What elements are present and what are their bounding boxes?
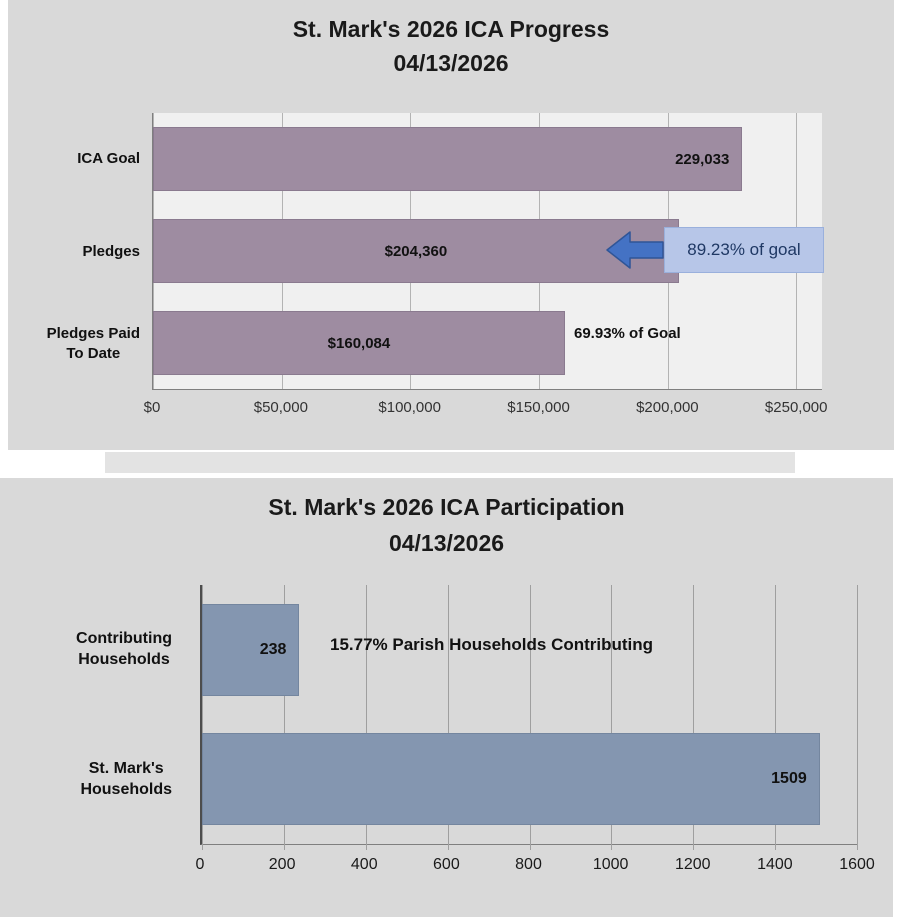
category-axis: ICA Goal Pledges Pledges Paid To Date <box>18 113 144 390</box>
category-label: Pledges <box>82 242 140 260</box>
callout-text: 89.23% of goal <box>664 227 824 273</box>
bar-row: 1509 <box>202 715 857 845</box>
ica-participation-chart: St. Mark's 2026 ICA Participation 04/13/… <box>0 478 893 917</box>
participation-percent-note: 15.77% Parish Households Contributing <box>330 635 654 654</box>
x-axis-tick-label: 200 <box>268 856 296 873</box>
bar-row: $204,360 <box>153 205 822 297</box>
chart-title: St. Mark's 2026 ICA Progress <box>292 16 610 42</box>
category-label: St. Mark's Households <box>80 760 172 798</box>
category-cell: Contributing Households <box>40 585 186 715</box>
x-axis-tick-label: 1000 <box>592 856 629 873</box>
category-cell: Pledges <box>18 205 144 297</box>
bar-rows: 238 1509 <box>202 585 857 844</box>
bar: $204,360 <box>153 219 679 283</box>
ica-progress-chart: St. Mark's 2026 ICA Progress 04/13/2026 … <box>8 0 894 450</box>
gridline <box>857 585 858 850</box>
left-arrow-icon <box>606 231 664 269</box>
gridline <box>693 585 695 850</box>
x-axis-tick-label: 600 <box>433 856 460 873</box>
x-axis-tick-label: $250,000 <box>764 399 828 416</box>
bar-row: $160,084 <box>153 297 822 389</box>
chart-subtitle: 04/13/2026 <box>388 530 505 556</box>
x-axis-tick-label: $0 <box>143 399 161 416</box>
pledges-callout: 89.23% of goal <box>606 227 824 273</box>
gridline <box>365 585 367 850</box>
x-axis-tick-label: $200,000 <box>636 399 699 416</box>
x-axis-tick-label: 800 <box>515 856 542 873</box>
x-axis-tick-label: 400 <box>350 856 378 873</box>
bar-row: 229,033 <box>153 113 822 205</box>
bar-row: 238 <box>202 585 857 715</box>
x-axis-tick-label: $100,000 <box>378 399 441 416</box>
x-axis: $0 $50,000 $100,000 $150,000 $200,000 $250,00… <box>144 399 828 419</box>
plot-area: 238 1509 <box>200 585 858 850</box>
x-axis-tick-label: 0 <box>195 856 205 873</box>
category-label: Pledges Paid To Date <box>46 325 140 362</box>
bar: 229,033 <box>153 127 743 191</box>
gridline <box>283 585 285 850</box>
gridline <box>611 585 613 850</box>
bar-value-label: $204,360 <box>384 242 448 260</box>
x-axis-tick-label: 1600 <box>839 856 875 873</box>
x-axis-tick-label: $150,000 <box>507 399 570 416</box>
category-axis: Contributing Households St. Mark's Househ… <box>40 585 186 845</box>
gridline <box>202 585 203 850</box>
x-axis-tick-label: 1400 <box>757 856 793 873</box>
bar-rows: 229,033 $204,360 $160,084 <box>153 113 822 389</box>
chart-title: St. Mark's 2026 ICA Participation <box>268 494 625 520</box>
category-label: ICA Goal <box>77 150 140 168</box>
bar: 238 <box>202 603 300 696</box>
pledges-paid-percent-note: 69.93% of Goal <box>574 325 681 342</box>
bar-value-label: 229,033 <box>675 150 730 168</box>
category-cell: ICA Goal <box>18 113 144 205</box>
category-cell: St. Mark's Households <box>40 715 186 845</box>
x-axis: 0 200 400 600 800 1000 1200 1400 1600 <box>196 856 875 878</box>
bar: $160,084 <box>153 311 565 375</box>
background-band <box>105 452 795 473</box>
category-label: Contributing Households <box>76 630 172 668</box>
gridline <box>775 585 777 850</box>
gridline <box>529 585 531 850</box>
bar-value-label: 238 <box>259 640 287 658</box>
x-axis-tick-label: $50,000 <box>253 399 308 416</box>
chart-subtitle: 04/13/2026 <box>393 50 509 76</box>
bar: 1509 <box>202 733 820 826</box>
bar-value-label: 1509 <box>771 770 807 788</box>
bar-value-label: $160,084 <box>327 334 391 352</box>
x-axis-tick-label: 1200 <box>674 856 711 873</box>
gridline <box>447 585 449 850</box>
category-cell: Pledges Paid To Date <box>18 298 144 390</box>
